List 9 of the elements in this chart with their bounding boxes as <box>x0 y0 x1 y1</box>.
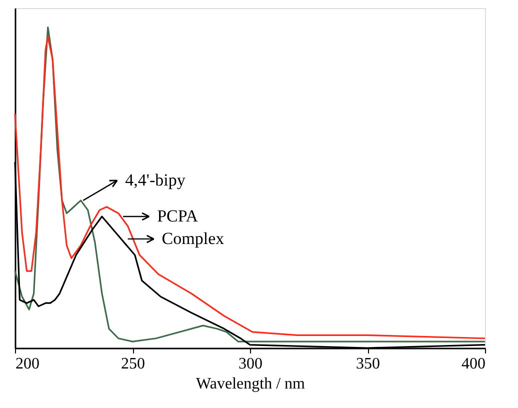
annotation: PCPA <box>157 206 199 226</box>
x-tick-label: 250 <box>121 356 145 372</box>
annotation: Complex <box>162 228 225 248</box>
x-axis-title: Wavelength / nm <box>196 376 306 392</box>
x-tick-label: 200 <box>16 356 40 372</box>
x-tick-label: 400 <box>462 356 486 372</box>
x-tick-label: 300 <box>238 356 262 372</box>
x-tick-label: 350 <box>356 356 380 372</box>
annotation: 4,4'-bipy <box>125 170 186 190</box>
